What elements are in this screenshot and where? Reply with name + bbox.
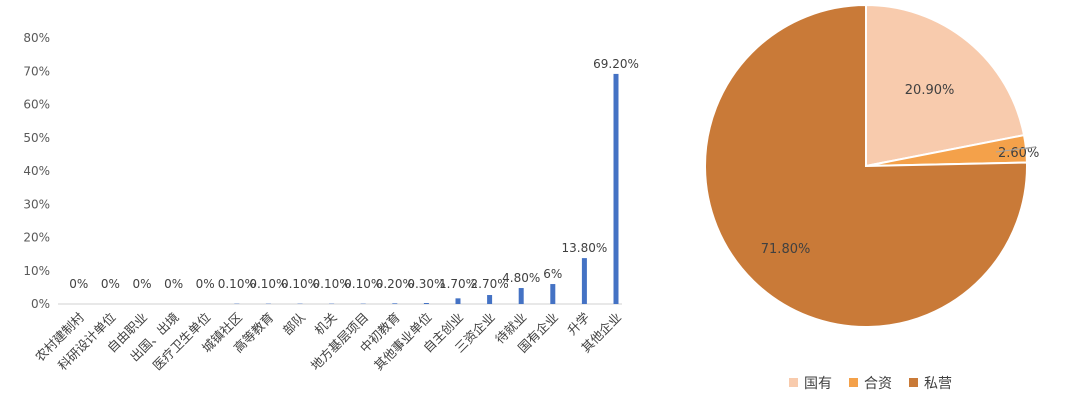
legend-label: 私营: [924, 376, 952, 392]
legend-label: 合资: [864, 376, 892, 392]
legend-swatch: [849, 378, 858, 387]
bar: [455, 298, 461, 304]
bar-chart: 0%10%20%30%40%50%60%70%80% 0% 0% 0% 0% 0% 0.1…: [23, 31, 639, 373]
y-tick-label: 40%: [23, 164, 50, 178]
pie-slices: [704, 3, 1028, 328]
legend-swatch: [789, 378, 798, 387]
bar-series: [234, 73, 619, 304]
y-axis-ticks: 0% 10% 20% 30% 40% 50% 60% 70% 80%: [23, 31, 50, 311]
bar-data-label: 0%: [101, 277, 120, 291]
bar: [613, 73, 619, 304]
pie-slice: [704, 3, 1028, 328]
y-tick-label: 50%: [23, 131, 50, 145]
bar-data-label: 4.80%: [502, 271, 540, 285]
bar: [550, 284, 556, 304]
pie-legend: 国有 合资 私营: [789, 376, 952, 392]
bar: [392, 303, 398, 304]
pie-data-label: 71.80%: [761, 242, 811, 257]
leader-line: [995, 146, 1037, 153]
bar-data-label: 0.10%: [218, 277, 256, 291]
bar-data-label: 0%: [132, 277, 151, 291]
bar: [423, 303, 429, 304]
data-labels: 0% 0% 0% 0% 0% 0.10%0.10%0.10%0.10%0.10%0.20%…: [69, 57, 639, 291]
x-category-label: 部队: [280, 309, 309, 338]
pie-data-label: 2.60%: [998, 146, 1039, 161]
pie-slice: [865, 3, 1026, 168]
bar-data-label: 69.20%: [593, 57, 639, 71]
bar-data-label: 0.10%: [249, 277, 287, 291]
bar-data-label: 0.10%: [344, 277, 382, 291]
bar-data-label: 0%: [196, 277, 215, 291]
bar-data-label: 0.30%: [407, 277, 445, 291]
bar-data-label: 2.70%: [471, 277, 509, 291]
bar-data-label: 0.20%: [376, 277, 414, 291]
bar-data-label: 6%: [543, 267, 562, 281]
pie-data-label: 20.90%: [905, 83, 955, 98]
y-tick-label: 60%: [23, 98, 50, 112]
y-tick-label: 70%: [23, 64, 50, 78]
bar-data-label: 0.10%: [281, 277, 319, 291]
y-tick-label: 80%: [23, 31, 50, 45]
bar-data-label: 0.10%: [313, 277, 351, 291]
bar: [518, 288, 524, 304]
pie-data-labels: 20.90% 2.60% 71.80%: [761, 83, 1040, 257]
y-tick-label: 10%: [23, 264, 50, 278]
bar: [581, 258, 587, 304]
bar-data-label: 1.70%: [439, 277, 477, 291]
bar-data-label: 0%: [69, 277, 88, 291]
y-tick-label: 20%: [23, 231, 50, 245]
legend-swatch: [909, 378, 918, 387]
bar-data-label: 0%: [164, 277, 183, 291]
y-tick-label: 30%: [23, 197, 50, 211]
y-tick-label: 0%: [31, 297, 50, 311]
legend-label: 国有: [804, 376, 832, 392]
pie-chart: 20.90% 2.60% 71.80% 国有 合资 私营: [704, 3, 1040, 392]
bar: [487, 295, 493, 304]
bar-data-label: 13.80%: [562, 241, 608, 255]
